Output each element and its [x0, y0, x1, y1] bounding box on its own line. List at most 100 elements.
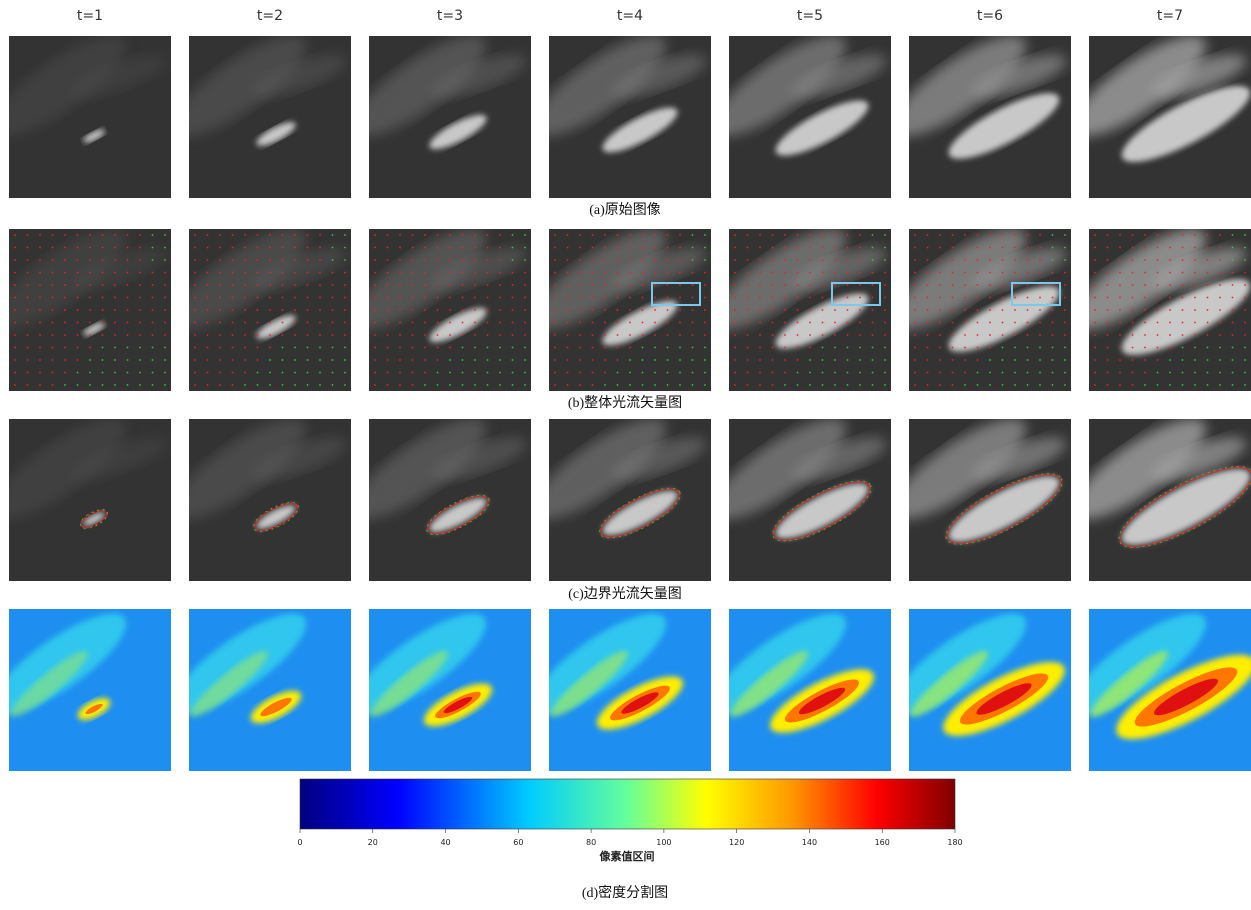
vector [474, 334, 476, 336]
vector [127, 359, 129, 361]
vector [77, 384, 79, 386]
vector [834, 322, 836, 324]
vector [474, 259, 476, 261]
vector [927, 322, 929, 324]
vector [39, 347, 41, 349]
vector [307, 347, 309, 349]
vector [797, 322, 799, 324]
vector [1052, 297, 1054, 299]
vector [872, 347, 874, 349]
vector [14, 284, 16, 286]
panel [339, 403, 531, 581]
vector [654, 284, 656, 286]
vector [127, 234, 129, 236]
vector [964, 259, 966, 261]
vector [1232, 322, 1234, 324]
vector [89, 347, 91, 349]
vector [127, 372, 129, 374]
vector [1132, 322, 1134, 324]
vector [207, 259, 209, 261]
vector [772, 259, 774, 261]
vector [772, 322, 774, 324]
vector [734, 334, 736, 336]
vector [412, 384, 414, 386]
vector [847, 259, 849, 261]
vector [332, 347, 334, 349]
vector [1169, 259, 1171, 261]
vector [1064, 384, 1066, 386]
vector [642, 347, 644, 349]
vector [834, 297, 836, 299]
vector [102, 334, 104, 336]
vector [1014, 384, 1016, 386]
vector [1064, 297, 1066, 299]
vector [859, 347, 861, 349]
vector [127, 284, 129, 286]
vector [692, 334, 694, 336]
vector [164, 284, 166, 286]
vector [747, 322, 749, 324]
vector [307, 297, 309, 299]
vector [524, 322, 526, 324]
vector [114, 259, 116, 261]
vector [1094, 359, 1096, 361]
vector [1144, 384, 1146, 386]
vector [772, 284, 774, 286]
vector [207, 334, 209, 336]
vector [654, 359, 656, 361]
vector [1219, 272, 1221, 274]
vector [282, 309, 284, 311]
vector [1107, 372, 1109, 374]
vector [139, 234, 141, 236]
vector [39, 284, 41, 286]
tick-label: 60 [513, 838, 523, 847]
vector [1182, 372, 1184, 374]
vector [387, 272, 389, 274]
vector [667, 372, 669, 374]
vector [567, 272, 569, 274]
vector [64, 234, 66, 236]
vector [232, 234, 234, 236]
tick-label: 120 [729, 838, 744, 847]
vector [642, 259, 644, 261]
vector [579, 284, 581, 286]
panel [879, 213, 1071, 391]
vector [579, 309, 581, 311]
vector [194, 334, 196, 336]
vector [989, 359, 991, 361]
vector [734, 359, 736, 361]
panel [159, 213, 351, 391]
vector [1219, 359, 1221, 361]
vector [424, 297, 426, 299]
vector [679, 359, 681, 361]
vector [809, 284, 811, 286]
vector [474, 384, 476, 386]
vector [307, 372, 309, 374]
vector [1119, 284, 1121, 286]
vector [1144, 247, 1146, 249]
vector [437, 234, 439, 236]
vector [952, 247, 954, 249]
vector [282, 247, 284, 249]
vector [1182, 334, 1184, 336]
vector [1157, 359, 1159, 361]
vector [952, 234, 954, 236]
vector [387, 334, 389, 336]
vector [872, 234, 874, 236]
vector [39, 234, 41, 236]
vector [64, 297, 66, 299]
vector [667, 384, 669, 386]
vector [847, 372, 849, 374]
vector [1169, 272, 1171, 274]
vector [1002, 272, 1004, 274]
vector [524, 272, 526, 274]
vector [219, 259, 221, 261]
vector [1182, 297, 1184, 299]
panel [699, 598, 891, 771]
vector [164, 322, 166, 324]
vector [449, 297, 451, 299]
vector [219, 347, 221, 349]
vector [152, 272, 154, 274]
vector [822, 297, 824, 299]
vector [1207, 334, 1209, 336]
